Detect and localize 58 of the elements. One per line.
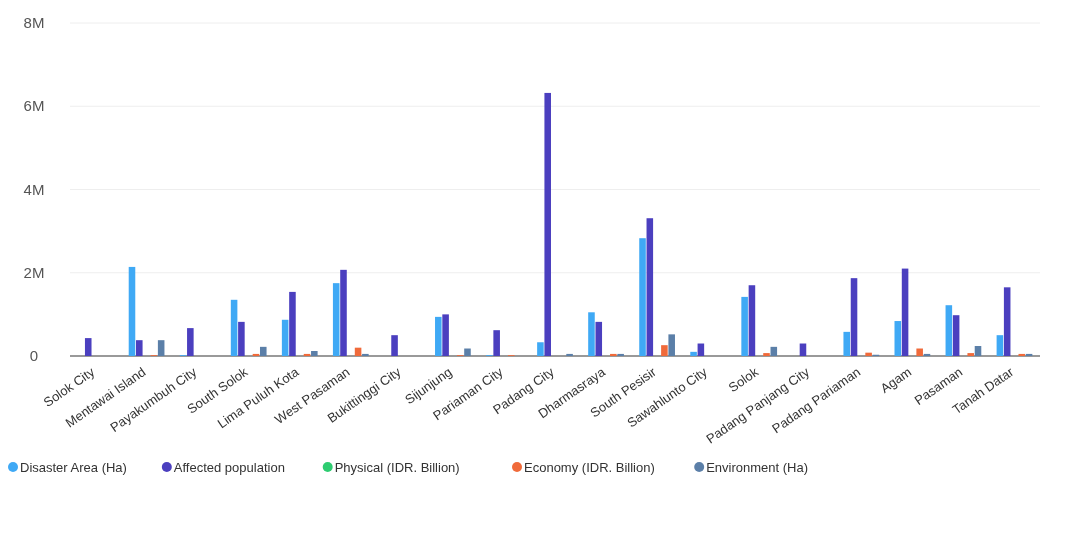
bar: [238, 321, 245, 356]
bar: [391, 335, 398, 356]
bar: [639, 238, 646, 356]
bar: [763, 353, 770, 356]
bar: [843, 331, 851, 356]
bar: [617, 353, 624, 356]
bar: [770, 346, 778, 356]
bar: [362, 353, 369, 356]
bar: [661, 345, 668, 356]
bar: [916, 348, 923, 356]
y-tick-label: 4M: [23, 180, 45, 198]
bar: [187, 328, 194, 356]
bar: [259, 346, 267, 356]
y-tick-label: 8M: [23, 14, 45, 31]
bar: [646, 218, 654, 356]
legend-label: Environment (Ha): [706, 460, 809, 475]
bar: [588, 312, 595, 356]
bar: [281, 319, 289, 356]
bar: [157, 340, 165, 356]
bar: [435, 316, 442, 356]
bar: [544, 92, 551, 356]
bar: [974, 346, 982, 356]
bar: [952, 315, 960, 356]
legend-label: Physical (IDR. Billion): [334, 460, 460, 475]
bar: [741, 296, 748, 356]
bar: [668, 334, 675, 356]
y-tick-label: 2M: [23, 263, 45, 281]
bar: [901, 268, 909, 356]
bar: [84, 338, 92, 356]
bar: [967, 353, 974, 356]
bar: [493, 330, 500, 356]
bar: [332, 283, 340, 356]
bar: [894, 321, 902, 356]
bar: [442, 314, 449, 356]
legend-label: Economy (IDR. Billion): [524, 460, 655, 475]
y-tick-label: 0: [29, 347, 39, 364]
bar: [1003, 287, 1011, 356]
bar: [136, 340, 143, 356]
bar: [289, 291, 296, 356]
bar: [690, 351, 697, 356]
bar: [566, 353, 573, 356]
bar: [311, 351, 318, 356]
bar: [128, 266, 136, 356]
bar: [850, 278, 858, 356]
bar: [945, 305, 953, 356]
legend-label: Disaster Area (Ha): [20, 460, 127, 475]
bar: [230, 299, 238, 356]
bar: [610, 353, 617, 356]
bar: [748, 285, 756, 356]
y-tick-label: 6M: [23, 97, 45, 115]
bar: [464, 348, 471, 356]
bar: [865, 352, 872, 356]
bar: [595, 321, 603, 356]
legend-label: Affected population: [173, 460, 285, 475]
bar: [996, 335, 1004, 356]
bar: [537, 342, 544, 356]
bar: [1018, 353, 1026, 356]
bar: [340, 269, 347, 356]
